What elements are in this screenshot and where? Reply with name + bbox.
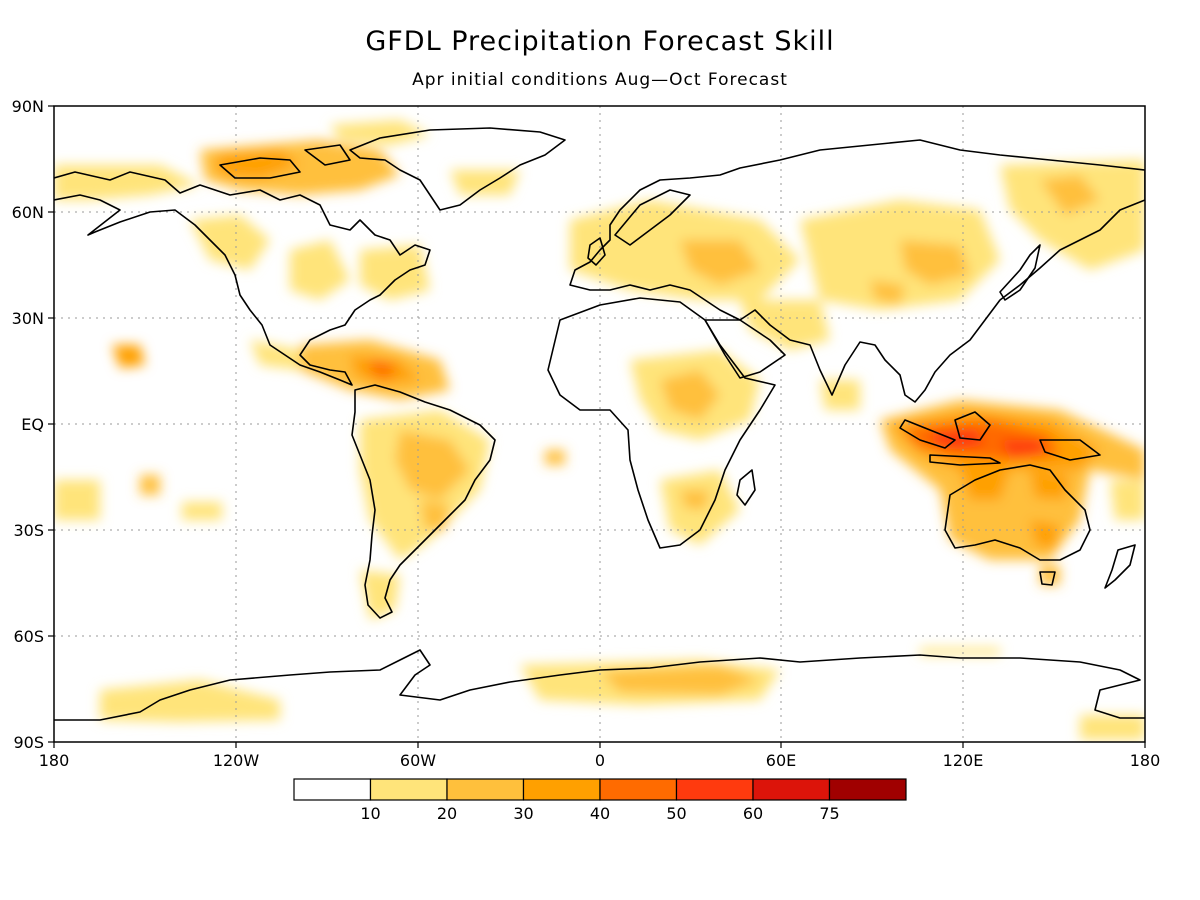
map-subtitle: Apr initial conditions Aug—Oct Forecast	[412, 70, 788, 90]
longitude-labels: 180 120W 60W 0 60E 120E 180	[39, 751, 1161, 770]
lat-label: EQ	[21, 415, 44, 434]
colorbar-swatch	[599, 778, 678, 801]
lon-label: 0	[595, 751, 605, 770]
colorbar: 10 20 30 40 50 60 75	[293, 778, 907, 823]
colorbar-label: 40	[590, 804, 610, 823]
colorbar-swatch	[752, 778, 831, 801]
lon-label: 120W	[213, 751, 260, 770]
lat-label: 90N	[12, 97, 44, 116]
lon-label: 60E	[766, 751, 796, 770]
colorbar-label: 20	[437, 804, 457, 823]
lat-label: 30N	[12, 309, 44, 328]
lat-label: 60S	[13, 627, 44, 646]
coastlines	[54, 127, 1145, 721]
map-title: GFDL Precipitation Forecast Skill	[365, 26, 835, 57]
colorbar-swatch	[675, 778, 754, 801]
colorbar-swatch	[446, 778, 525, 801]
colorbar-label: 75	[819, 804, 839, 823]
lon-label: 120E	[943, 751, 984, 770]
colorbar-label: 50	[666, 804, 686, 823]
lat-label: 30S	[13, 521, 44, 540]
colorbar-swatch	[369, 778, 448, 801]
graticule	[54, 106, 1145, 742]
lon-label: 180	[1130, 751, 1161, 770]
latitude-labels: 90N 60N 30N EQ 30S 60S 90S	[12, 97, 44, 752]
colorbar-swatch	[828, 778, 907, 801]
colorbar-swatch	[293, 778, 372, 801]
colorbar-swatch	[522, 778, 601, 801]
colorbar-label: 30	[513, 804, 533, 823]
colorbar-label: 10	[360, 804, 380, 823]
lon-label: 60W	[400, 751, 436, 770]
colorbar-label: 60	[743, 804, 763, 823]
lat-label: 60N	[12, 203, 44, 222]
lon-label: 180	[39, 751, 70, 770]
axis-ticks	[48, 105, 1146, 748]
lat-label: 90S	[13, 733, 44, 752]
